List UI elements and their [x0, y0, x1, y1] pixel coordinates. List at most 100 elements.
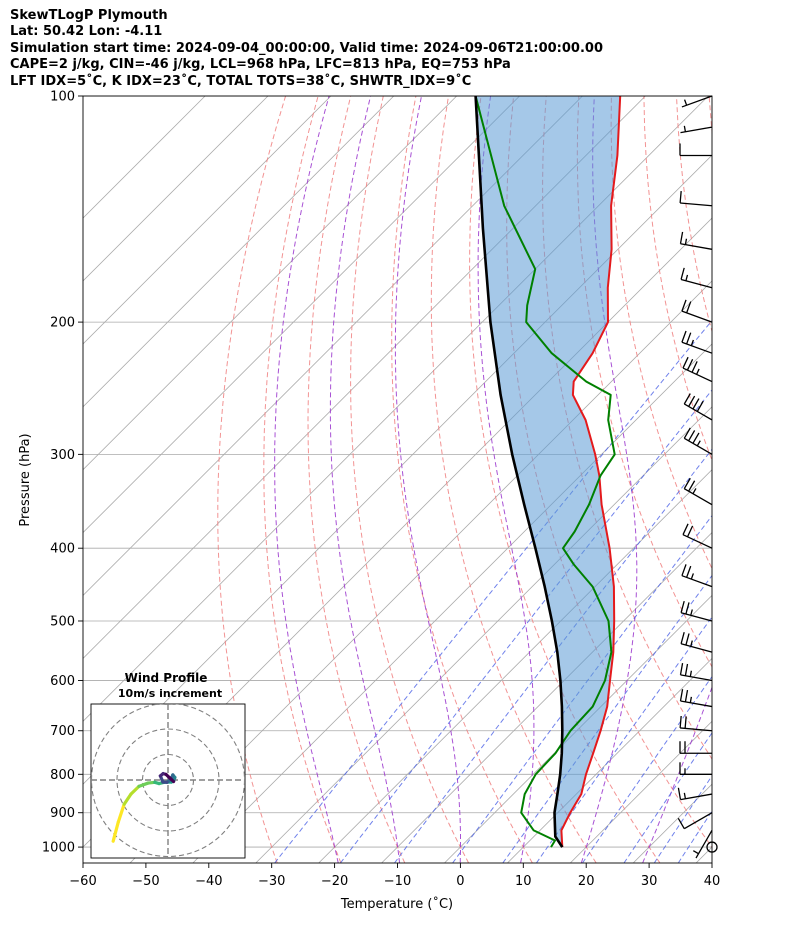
isotherm-line — [83, 96, 520, 534]
barb-shaft — [680, 727, 713, 732]
barb-full-feather — [679, 689, 684, 702]
barb-shaft — [683, 488, 713, 506]
barb-full-feather — [682, 523, 689, 535]
dry-adiabat-line — [350, 96, 470, 863]
moist-adiabat-line — [642, 685, 712, 863]
isotherm-line — [83, 96, 583, 597]
barb-shaft — [681, 95, 713, 108]
mixing-ratio-line — [340, 389, 712, 863]
x-tick-label: −40 — [195, 874, 222, 889]
barb-shaft — [680, 278, 713, 289]
dry-adiabat-line — [430, 96, 597, 863]
wind-barb — [680, 267, 713, 289]
isotherm-line — [381, 532, 712, 863]
barb-shaft — [680, 202, 713, 207]
wind-barb — [679, 231, 713, 250]
wind-barb — [682, 523, 713, 549]
barb-full-feather — [677, 787, 682, 800]
time-line: Simulation start time: 2024-09-04_00:00:… — [10, 40, 603, 56]
barb-full-feather — [686, 359, 694, 371]
dewpoint-line — [474, 96, 616, 848]
barb-full-feather — [692, 398, 700, 410]
x-axis-label: Temperature (˚C) — [340, 896, 453, 912]
dry-adiabat-line — [391, 96, 533, 863]
hodograph-segment — [168, 776, 176, 784]
y-axis: 1000 900 800 700 600 500 400 300 200 100 — [42, 90, 83, 856]
wind-barb — [683, 427, 713, 455]
mixing-ratio-line — [274, 319, 712, 863]
isotherm-line — [83, 96, 332, 345]
dry-adiabat-line — [643, 96, 712, 462]
barb-half-feather — [696, 440, 701, 447]
wind-barb — [706, 841, 718, 853]
barb-full-feather — [677, 817, 685, 830]
barb-shaft — [681, 575, 713, 588]
barb-full-feather — [691, 361, 698, 373]
barb-half-feather — [684, 238, 688, 245]
barb-half-feather — [689, 670, 693, 677]
wind-barb — [681, 95, 713, 108]
y-tick-label: 600 — [50, 674, 75, 689]
wind-barb — [677, 812, 713, 830]
barb-full-feather — [686, 565, 692, 578]
dry-adiabat-line — [469, 96, 661, 863]
wind-barb — [680, 600, 713, 622]
moist-adiabat-line — [580, 96, 638, 863]
barb-full-feather — [688, 480, 696, 492]
wind-barb — [681, 299, 713, 323]
wind-barb — [679, 741, 712, 754]
barb-half-feather — [692, 488, 697, 494]
mixing-ratio-line — [394, 448, 712, 863]
x-tick-label: −30 — [258, 874, 285, 889]
y-axis-label: Pressure (hPa) — [18, 433, 33, 526]
wind-barb — [679, 190, 713, 207]
wind-barb — [679, 762, 712, 775]
y-tick-label: 200 — [50, 316, 75, 331]
barb-full-feather — [686, 301, 692, 314]
barb-half-feather — [685, 274, 689, 281]
temperature-line — [560, 96, 622, 848]
y-tick-label: 700 — [50, 724, 75, 739]
wind-barb — [683, 477, 713, 506]
mixing-ratio-line — [582, 675, 712, 863]
barb-full-feather — [683, 393, 691, 405]
x-tick-label: 20 — [578, 874, 595, 889]
mixing-ratio-line — [677, 810, 712, 863]
y-tick-label: 400 — [50, 542, 75, 557]
wind-barb — [680, 632, 713, 653]
x-tick-label: −60 — [69, 874, 96, 889]
x-axis: −60 −50 −40 −30 −20 −10 0 10 20 30 40 — [69, 863, 720, 889]
barb-full-feather — [680, 600, 685, 613]
wind-barb — [682, 356, 713, 383]
wind-barb — [692, 830, 713, 859]
x-tick-label: −50 — [132, 874, 159, 889]
dry-adiabat-line — [676, 96, 712, 334]
barb-full-feather — [683, 427, 691, 439]
barb-half-feather — [692, 850, 699, 855]
x-tick-label: −10 — [384, 874, 411, 889]
y-tick-label: 100 — [50, 90, 75, 105]
y-tick-label: 1000 — [42, 841, 75, 856]
barb-full-feather — [696, 400, 704, 412]
chart-header: SkewTLogP Plymouth Lat: 50.42 Lon: -4.11… — [10, 8, 790, 90]
cape-fill-layer — [475, 96, 621, 848]
isotherm-line — [570, 720, 712, 863]
wind-barbs — [677, 95, 718, 859]
wind-barb — [679, 143, 712, 157]
barb-full-feather — [682, 356, 689, 369]
barb-full-feather — [680, 267, 685, 280]
barb-shaft — [683, 403, 713, 421]
barb-half-feather — [690, 339, 694, 346]
barb-full-feather — [692, 432, 700, 444]
barb-full-feather — [679, 715, 682, 729]
wind-barb — [681, 564, 713, 588]
barb-shaft — [683, 437, 713, 455]
barb-shaft — [680, 643, 713, 653]
barb-full-feather — [685, 602, 690, 615]
barb-half-feather — [690, 640, 693, 647]
wind-barb — [679, 689, 713, 708]
y-tick-label: 500 — [50, 614, 75, 629]
hodograph-segment — [116, 802, 126, 824]
barb-shaft — [683, 812, 713, 830]
barb-half-feather — [683, 99, 688, 106]
